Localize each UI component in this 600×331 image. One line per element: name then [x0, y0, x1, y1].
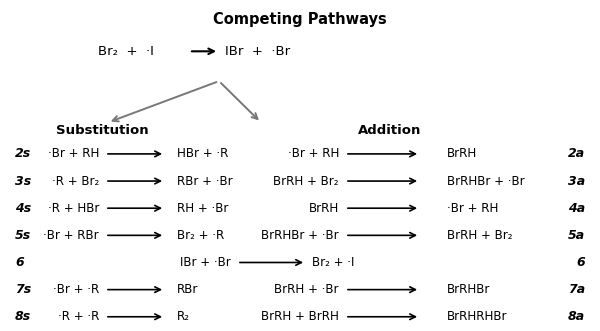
Text: ·R + HBr: ·R + HBr	[47, 202, 99, 215]
Text: 3a: 3a	[568, 174, 585, 188]
Text: BrRH: BrRH	[309, 202, 339, 215]
Text: Br₂ + ·R: Br₂ + ·R	[177, 229, 224, 242]
Text: BrRH + Br₂: BrRH + Br₂	[274, 174, 339, 188]
Text: 5s: 5s	[15, 229, 31, 242]
Text: 4s: 4s	[15, 202, 31, 215]
Text: ·Br + ·R: ·Br + ·R	[53, 283, 99, 296]
Text: 5a: 5a	[568, 229, 585, 242]
Text: Competing Pathways: Competing Pathways	[213, 12, 387, 26]
Text: RBr + ·Br: RBr + ·Br	[177, 174, 233, 188]
Text: 7a: 7a	[568, 283, 585, 296]
Text: HBr + ·R: HBr + ·R	[177, 147, 229, 161]
Text: ·Br + RH: ·Br + RH	[47, 147, 99, 161]
Text: BrRHRHBr: BrRHRHBr	[447, 310, 508, 323]
Text: BrRHBr: BrRHBr	[447, 283, 490, 296]
Text: R₂: R₂	[177, 310, 190, 323]
Text: BrRHBr + ·Br: BrRHBr + ·Br	[262, 229, 339, 242]
Text: 4a: 4a	[568, 202, 585, 215]
Text: 2s: 2s	[15, 147, 31, 161]
Text: ·Br + RH: ·Br + RH	[287, 147, 339, 161]
Text: RH + ·Br: RH + ·Br	[177, 202, 229, 215]
Text: Br₂  +  ·I: Br₂ + ·I	[98, 45, 154, 58]
Text: ·R + ·R: ·R + ·R	[58, 310, 99, 323]
Text: 6: 6	[15, 256, 24, 269]
Text: IBr + ·Br: IBr + ·Br	[180, 256, 231, 269]
Text: ·Br + RH: ·Br + RH	[447, 202, 499, 215]
Text: 6: 6	[576, 256, 585, 269]
Text: 3s: 3s	[15, 174, 31, 188]
Text: BrRH: BrRH	[447, 147, 477, 161]
Text: BrRHBr + ·Br: BrRHBr + ·Br	[447, 174, 524, 188]
Text: RBr: RBr	[177, 283, 199, 296]
Text: IBr  +  ·Br: IBr + ·Br	[226, 45, 290, 58]
Text: 7s: 7s	[15, 283, 31, 296]
Text: ·R + Br₂: ·R + Br₂	[52, 174, 99, 188]
Text: Substitution: Substitution	[56, 124, 148, 137]
Text: 2a: 2a	[568, 147, 585, 161]
Text: BrRH + BrRH: BrRH + BrRH	[261, 310, 339, 323]
Text: 8s: 8s	[15, 310, 31, 323]
Text: BrRH + ·Br: BrRH + ·Br	[274, 283, 339, 296]
Text: 8a: 8a	[568, 310, 585, 323]
Text: ·Br + RBr: ·Br + RBr	[43, 229, 99, 242]
Text: Br₂ + ·I: Br₂ + ·I	[312, 256, 355, 269]
Text: Addition: Addition	[358, 124, 422, 137]
Text: BrRH + Br₂: BrRH + Br₂	[447, 229, 512, 242]
